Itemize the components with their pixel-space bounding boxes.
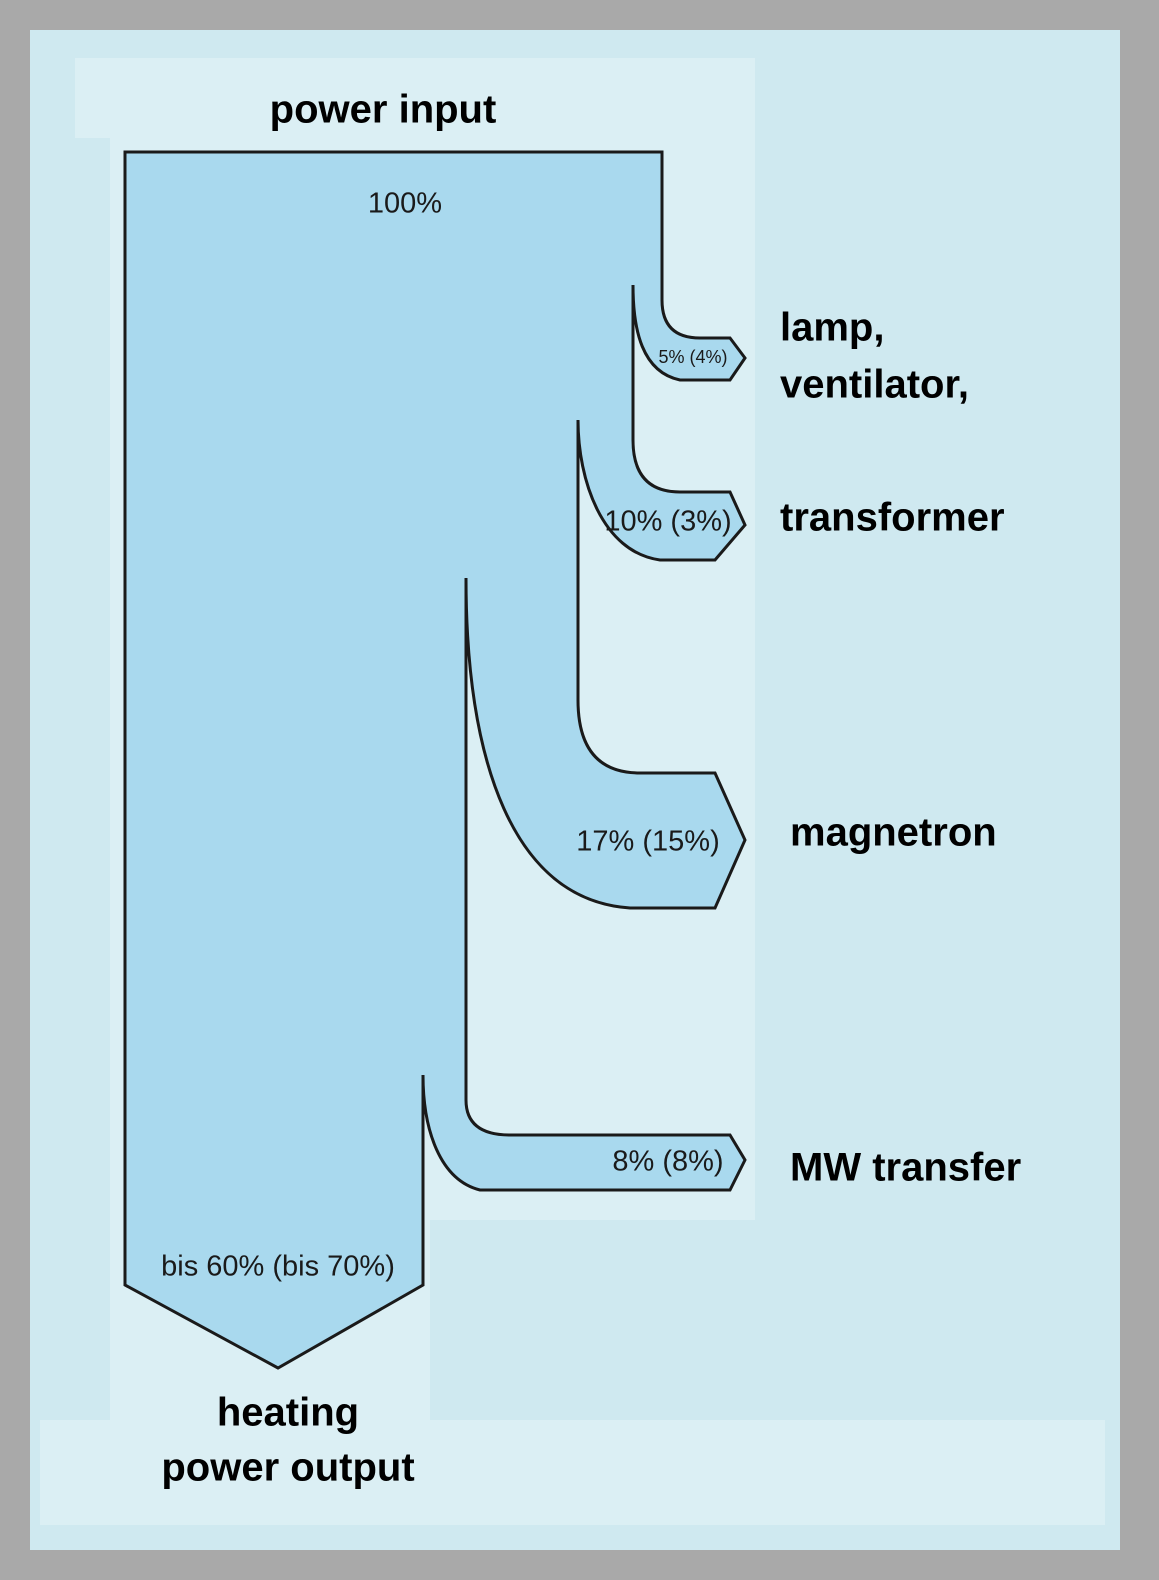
side-label: ventilator, [780, 363, 969, 407]
side-label: MW transfer [790, 1146, 1021, 1190]
output-title: power output [161, 1446, 414, 1490]
output-share: bis 60% (bis 70%) [161, 1251, 395, 1283]
side-label: lamp, [780, 306, 884, 350]
input-title: power input [270, 88, 497, 132]
input-share: 100% [368, 188, 442, 220]
loss-share: 8% (8%) [612, 1146, 723, 1178]
side-label: transformer [780, 496, 1005, 540]
energy-flow [123, 150, 747, 1370]
loss-share: 10% (3%) [604, 506, 731, 538]
side-label: magnetron [790, 811, 997, 855]
output-title: heating [217, 1391, 359, 1435]
loss-share: 17% (15%) [576, 826, 719, 858]
panel [75, 58, 755, 138]
loss-share: 5% (4%) [658, 347, 727, 367]
panel [40, 1420, 1105, 1525]
